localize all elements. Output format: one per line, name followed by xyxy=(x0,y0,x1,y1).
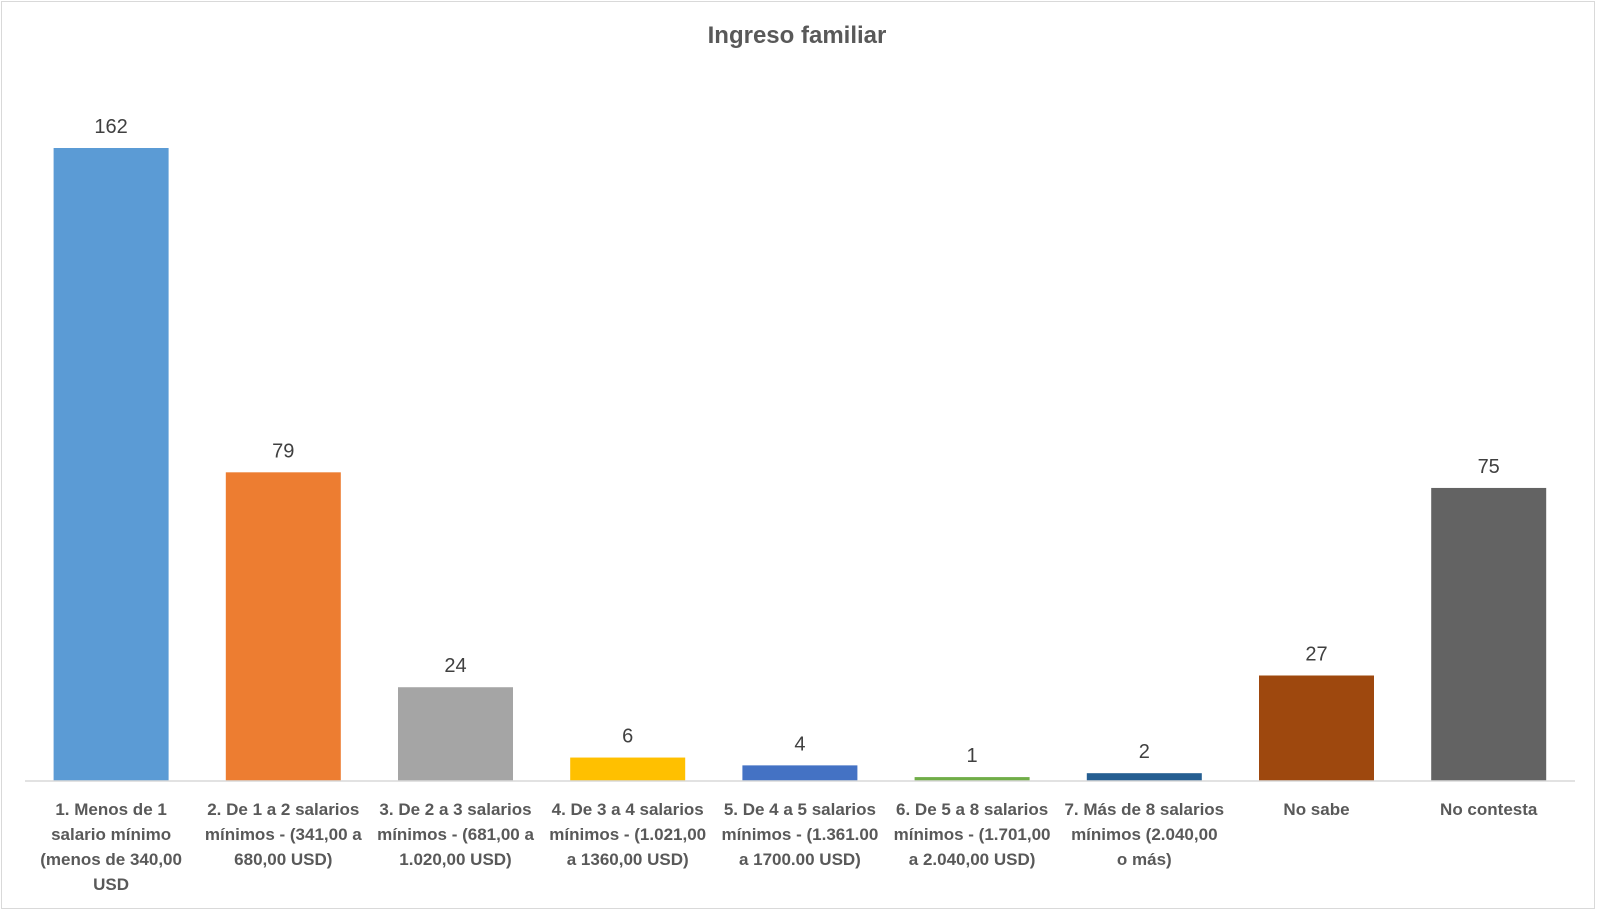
category-label-4: 4. De 3 a 4 salarios mínimos - (1.021,00 a… xyxy=(549,800,706,869)
bars-group xyxy=(53,148,1547,781)
category-label-line: 1. Menos de 1 xyxy=(55,800,166,819)
category-label-line: No contesta xyxy=(1440,800,1538,819)
category-label-line: mínimos - (1.361.00 xyxy=(721,825,878,844)
category-label-line: mínimos - (681,00 a xyxy=(377,825,534,844)
data-label-3: 24 xyxy=(444,655,466,677)
data-label-7: 2 xyxy=(1139,741,1150,763)
category-label-line: 5. De 4 a 5 salarios xyxy=(724,800,876,819)
category-labels-group: 1. Menos de 1 salario mínimo (menos de 340… xyxy=(40,800,1538,894)
data-label-8: 27 xyxy=(1305,644,1327,666)
bar-8 xyxy=(1259,675,1374,781)
category-label-line: 4. De 3 a 4 salarios xyxy=(552,800,704,819)
category-label-line: a 1700.00 USD) xyxy=(739,850,861,869)
bar-3 xyxy=(398,687,513,781)
bar-5 xyxy=(742,765,858,781)
category-label-line: 7. Más de 8 salarios xyxy=(1064,800,1224,819)
data-labels-group: 162 79 24 6 4 1 2 27 75 xyxy=(94,116,1499,767)
category-label-line: mínimos - (341,00 a xyxy=(205,825,362,844)
category-label-line: USD xyxy=(93,875,129,894)
category-label-7: 7. Más de 8 salarios mínimos (2.040,00 o m… xyxy=(1064,800,1224,869)
bar-9 xyxy=(1431,487,1547,781)
category-label-line: a 2.040,00 USD) xyxy=(909,850,1036,869)
category-label-line: (menos de 340,00 xyxy=(40,850,182,869)
category-label-5: 5. De 4 a 5 salarios mínimos - (1.361.00 a… xyxy=(721,800,878,869)
data-label-9: 75 xyxy=(1478,456,1500,478)
category-label-line: 1.020,00 USD) xyxy=(399,850,511,869)
data-label-4: 6 xyxy=(622,726,633,748)
category-label-line: mínimos - (1.701,00 xyxy=(894,825,1051,844)
category-label-1: 1. Menos de 1 salario mínimo (menos de 340… xyxy=(40,800,182,894)
category-label-6: 6. De 5 a 8 salarios mínimos - (1.701,00 a… xyxy=(894,800,1051,869)
category-label-3: 3. De 2 a 3 salarios mínimos - (681,00 a 1… xyxy=(377,800,534,869)
category-label-line: salario mínimo xyxy=(51,825,171,844)
category-label-line: 2. De 1 a 2 salarios xyxy=(207,800,359,819)
category-label-line: mínimos (2.040,00 xyxy=(1071,825,1217,844)
bar-6 xyxy=(914,777,1030,781)
data-label-2: 79 xyxy=(272,440,294,462)
data-label-6: 1 xyxy=(967,745,978,767)
data-label-1: 162 xyxy=(94,116,127,138)
category-label-line: mínimos - (1.021,00 xyxy=(549,825,706,844)
bar-7 xyxy=(1086,773,1202,781)
category-label-line: 3. De 2 a 3 salarios xyxy=(379,800,531,819)
category-label-line: 680,00 USD) xyxy=(234,850,332,869)
category-label-9: No contesta xyxy=(1440,800,1538,819)
category-label-line: 6. De 5 a 8 salarios xyxy=(896,800,1048,819)
category-label-line: a 1360,00 USD) xyxy=(567,850,689,869)
bar-2 xyxy=(225,472,341,781)
category-label-line: o más) xyxy=(1117,850,1172,869)
bar-1 xyxy=(53,148,169,781)
bar-4 xyxy=(570,757,686,781)
data-label-5: 4 xyxy=(794,733,805,755)
category-label-2: 2. De 1 a 2 salarios mínimos - (341,00 a 6… xyxy=(205,800,362,869)
category-label-line: No sabe xyxy=(1283,800,1349,819)
chart-title: Ingreso familiar xyxy=(708,22,887,49)
category-label-8: No sabe xyxy=(1283,800,1349,819)
